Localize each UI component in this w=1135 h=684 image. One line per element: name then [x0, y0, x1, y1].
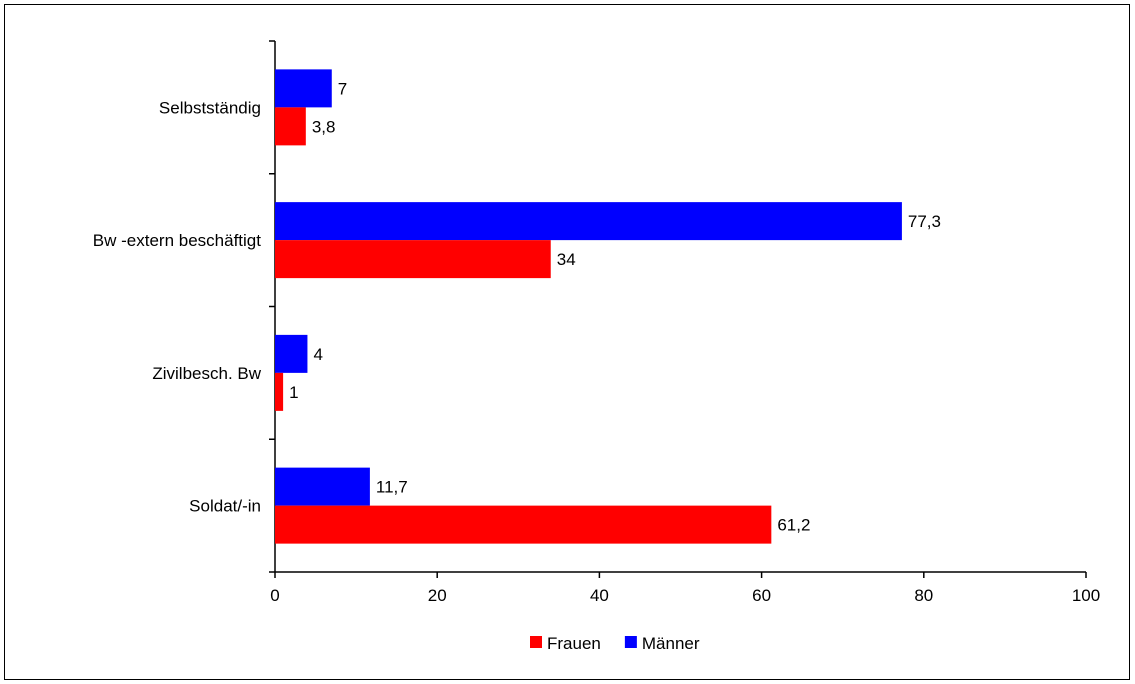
x-tick-label: 60 — [752, 586, 771, 605]
data-label-m-nner: 77,3 — [908, 212, 941, 231]
data-label-frauen: 3,8 — [312, 117, 336, 136]
data-label-m-nner: 7 — [338, 79, 347, 98]
data-label-m-nner: 4 — [313, 345, 322, 364]
category-label: Zivilbesch. Bw — [152, 364, 261, 383]
data-label-frauen: 1 — [289, 383, 298, 402]
legend-label-frauen: Frauen — [547, 634, 601, 653]
bar-frauen — [275, 372, 284, 411]
bar-frauen — [275, 505, 772, 544]
bar-frauen — [275, 107, 306, 146]
bar-m-nner — [275, 202, 902, 241]
chart-frame: 0 20 40 60 80 100 Selbstständig 7 3,8 Bw -extern … — [4, 4, 1130, 680]
legend-label-m-nner: Männer — [642, 634, 700, 653]
legend-swatch-m-nner — [624, 636, 637, 648]
bar-chart: 0 20 40 60 80 100 Selbstständig 73,8 Bw -extern … — [93, 40, 1100, 653]
bar-m-nner — [275, 334, 308, 373]
legend-swatch-frauen — [530, 636, 542, 648]
data-label-frauen: 34 — [557, 250, 576, 269]
bar-m-nner — [275, 69, 332, 108]
category-label: Selbstständig — [159, 98, 261, 117]
bar-frauen — [275, 240, 551, 279]
x-tick-label: 80 — [914, 586, 933, 605]
x-tick-label: 40 — [590, 586, 609, 605]
category-label: Bw -extern beschäftigt — [93, 231, 261, 250]
data-label-m-nner: 11,7 — [376, 478, 408, 497]
data-label-frauen: 61,2 — [777, 516, 810, 535]
x-tick-label: 0 — [270, 586, 279, 605]
x-tick-label: 20 — [428, 586, 447, 605]
bar-m-nner — [275, 467, 370, 506]
category-label: Soldat/-in — [189, 497, 261, 516]
x-tick-label: 100 — [1072, 586, 1100, 605]
